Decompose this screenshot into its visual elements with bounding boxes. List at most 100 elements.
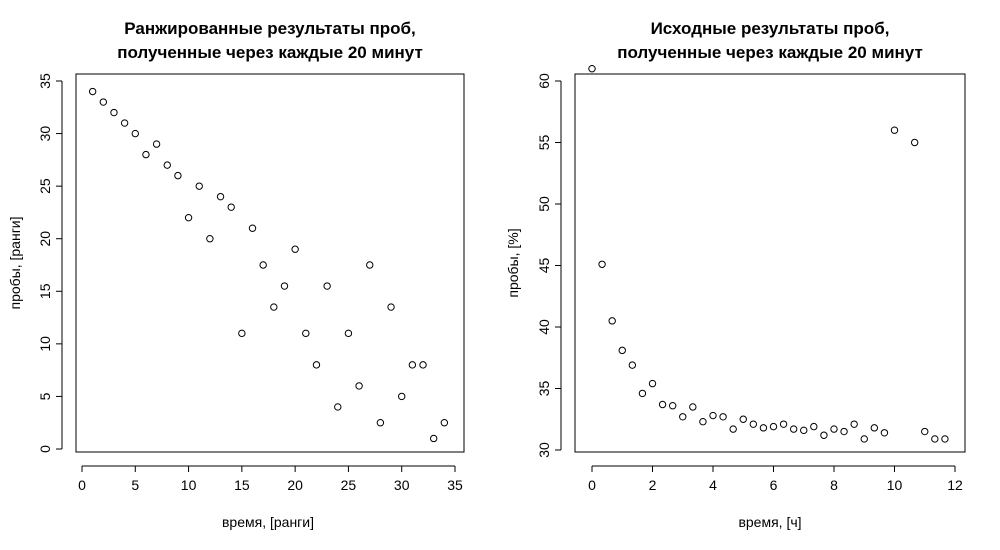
data-point xyxy=(830,425,838,433)
data-point xyxy=(890,126,899,134)
data-point xyxy=(323,282,331,290)
data-point xyxy=(344,329,353,338)
data-point xyxy=(628,361,637,369)
x-tick-label: 30 xyxy=(394,477,410,493)
data-point xyxy=(850,420,858,428)
y-tick-label: 10 xyxy=(37,336,53,352)
data-point xyxy=(206,235,214,243)
data-point xyxy=(302,329,310,338)
x-axis: 0 2 4 6 8 10 12 xyxy=(588,465,963,493)
x-tick-label: 10 xyxy=(181,477,197,493)
data-point xyxy=(648,379,657,388)
x-tick-label: 25 xyxy=(341,477,357,493)
data-point xyxy=(719,413,727,421)
data-point xyxy=(658,400,667,409)
data-point xyxy=(99,98,108,106)
data-point xyxy=(366,261,374,269)
y-tick-label: 45 xyxy=(536,258,552,274)
data-point xyxy=(820,431,828,439)
data-point xyxy=(709,411,717,420)
data-point xyxy=(618,346,626,355)
data-point xyxy=(291,245,299,253)
data-point xyxy=(739,415,747,423)
data-point xyxy=(152,140,161,148)
x-tick-label: 12 xyxy=(947,477,963,493)
data-point xyxy=(668,402,677,410)
y-tick-label: 0 xyxy=(37,445,53,453)
data-point xyxy=(440,419,449,427)
data-point xyxy=(216,192,225,201)
x-tick-label: 35 xyxy=(447,477,463,493)
y-tick-label: 30 xyxy=(37,126,53,142)
data-point xyxy=(840,427,848,436)
y-axis: 30 35 40 45 50 55 60 xyxy=(536,73,562,458)
data-point xyxy=(387,303,395,311)
data-point xyxy=(860,435,868,443)
data-point xyxy=(729,425,737,433)
y-tick-label: 50 xyxy=(536,196,552,212)
data-point xyxy=(398,392,406,401)
data-point xyxy=(679,413,687,421)
data-point xyxy=(270,303,278,311)
y-tick-label: 5 xyxy=(37,392,53,400)
data-point xyxy=(910,138,919,147)
y-tick-label: 40 xyxy=(536,319,552,335)
y-axis: 0 5 10 15 20 25 30 35 xyxy=(37,73,63,453)
data-point xyxy=(376,419,385,427)
y-tick-label: 55 xyxy=(536,135,552,151)
plot-frame xyxy=(75,73,465,453)
x-tick-label: 15 xyxy=(234,477,250,493)
data-point xyxy=(280,282,289,290)
data-point xyxy=(408,361,417,369)
x-tick-label: 0 xyxy=(588,477,596,493)
data-point xyxy=(941,435,949,443)
x-tick-label: 5 xyxy=(131,477,139,493)
x-axis-label: время, [ранги] xyxy=(222,514,314,530)
data-point xyxy=(880,429,889,437)
x-tick-label: 20 xyxy=(287,477,303,493)
x-tick-label: 4 xyxy=(709,477,717,493)
data-point xyxy=(769,422,778,431)
data-point xyxy=(870,424,879,432)
y-axis-label: пробы, [ранги] xyxy=(7,216,23,309)
data-point xyxy=(931,435,939,443)
data-point xyxy=(921,427,929,436)
y-tick-label: 60 xyxy=(536,73,552,89)
raw-chart: Исходные результаты проб, полученные чер… xyxy=(505,19,966,530)
x-tick-label: 0 xyxy=(78,477,86,493)
plot-frame xyxy=(574,73,966,453)
data-point xyxy=(184,213,193,222)
ranked-chart: Ранжированные результаты проб, полученны… xyxy=(7,19,465,530)
chart-title-line-1: Ранжированные результаты проб, xyxy=(124,19,415,38)
data-point xyxy=(588,65,596,73)
y-tick-label: 30 xyxy=(536,442,552,458)
data-point xyxy=(789,425,798,433)
x-tick-label: 2 xyxy=(649,477,657,493)
data-point xyxy=(800,426,808,435)
data-point xyxy=(312,361,321,369)
x-tick-label: 8 xyxy=(830,477,838,493)
data-point xyxy=(429,434,438,443)
data-point xyxy=(142,150,150,159)
data-point xyxy=(227,203,235,211)
data-point xyxy=(749,420,758,428)
data-points xyxy=(588,65,949,443)
y-tick-label: 15 xyxy=(37,283,53,299)
data-point xyxy=(689,403,697,411)
data-point xyxy=(174,171,182,180)
data-point xyxy=(810,422,818,431)
data-point xyxy=(355,382,363,390)
chart-title-line-1: Исходные результаты проб, xyxy=(651,19,890,38)
data-point xyxy=(248,224,257,232)
data-point xyxy=(779,420,788,428)
data-point xyxy=(334,403,342,411)
data-point xyxy=(699,418,707,426)
data-point xyxy=(638,389,647,398)
y-tick-label: 35 xyxy=(536,381,552,397)
y-tick-label: 20 xyxy=(37,231,53,247)
data-point xyxy=(163,161,171,169)
y-tick-label: 25 xyxy=(37,178,53,194)
y-axis-label: пробы, [%] xyxy=(505,228,521,297)
data-point xyxy=(259,261,267,269)
